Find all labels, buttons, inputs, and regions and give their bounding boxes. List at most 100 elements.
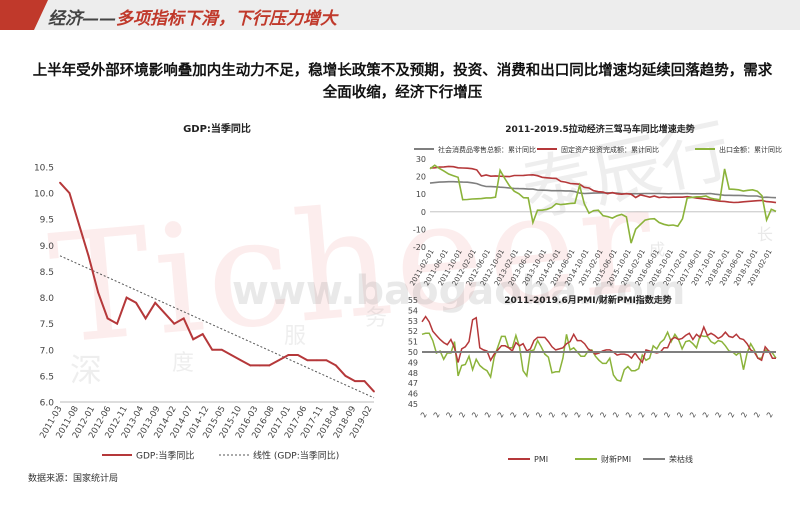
gdp-y-tick-label: 9.5 xyxy=(40,216,54,226)
gdp-data-point xyxy=(59,181,61,184)
header-separator: —— xyxy=(82,9,116,29)
gdp-data-point xyxy=(277,359,280,362)
pmi-x-tick-label: 2 xyxy=(598,410,608,419)
gdp-data-point xyxy=(125,296,128,299)
watermark-char-3: 服 xyxy=(284,324,307,349)
pmi-x-tick-label: 2 xyxy=(688,410,698,419)
pmi-x-tick-label: 2 xyxy=(739,410,749,419)
pmi-legend-label: 财新PMI xyxy=(601,454,631,464)
gdp-data-point xyxy=(239,359,242,362)
pmi-x-tick-label: 2 xyxy=(573,410,583,419)
pmi-x-tick-label: 2 xyxy=(432,410,442,419)
gdp-data-point xyxy=(116,322,118,325)
gdp-data-point xyxy=(192,338,195,341)
gdp-legend-label: GDP:当季同比 xyxy=(136,450,194,462)
gdp-data-point xyxy=(87,254,90,257)
drivers-legend-label: 社会消费品零售总额：累计同比 xyxy=(438,145,536,154)
gdp-trend-legend-label: 线性 (GDP:当季同比) xyxy=(253,450,339,462)
pmi-x-tick-label: 2 xyxy=(765,410,775,419)
pmi-y-tick-label: 52 xyxy=(408,327,418,336)
pmi-x-tick-label: 2 xyxy=(419,410,429,419)
pmi-y-tick-label: 48 xyxy=(408,369,418,378)
gdp-data-point xyxy=(306,359,309,362)
caixin-pmi-series-line xyxy=(421,330,777,383)
gdp-y-tick-label: 6.0 xyxy=(40,399,55,409)
watermark-site: www.baogaoba.com xyxy=(232,268,686,314)
drivers-y-tick-label: 10 xyxy=(416,190,426,199)
drivers-y-tick-label: -20 xyxy=(413,243,426,252)
gdp-data-point xyxy=(220,348,223,351)
pmi-x-tick-label: 2 xyxy=(547,410,557,419)
pmi-x-tick-label: 2 xyxy=(508,410,518,419)
drivers-series-line-3 xyxy=(429,164,777,244)
gdp-series-line xyxy=(59,182,375,393)
pmi-x-tick-label: 2 xyxy=(649,410,659,419)
gdp-chart-title: GDP:当季同比 xyxy=(183,122,251,135)
gdp-data-point xyxy=(173,322,176,325)
data-source-note: 数据来源：国家统计局 xyxy=(28,474,119,484)
pmi-x-tick-label: 2 xyxy=(752,410,762,419)
watermark-char-6: 长 xyxy=(757,225,774,244)
gdp-data-point xyxy=(335,364,337,367)
pmi-x-tick-label: 2 xyxy=(675,410,685,419)
watermark-char-2: 度 xyxy=(172,351,195,376)
drivers-legend-label: 固定资产投资完成额：累计同比 xyxy=(561,145,659,154)
drivers-legend-label: 出口金额：累计同比 xyxy=(719,145,782,154)
headline: 上半年受外部环境影响叠加内生动力不足，稳增长政策不及预期，投资、消费和出口同比增… xyxy=(32,63,773,101)
gdp-data-point xyxy=(325,359,328,362)
header-title: 经济——多项指标下滑，下行压力增大 xyxy=(48,4,337,29)
gdp-y-tick-label: 10.5 xyxy=(34,164,54,174)
drivers-y-tick-label: 0 xyxy=(421,208,426,217)
gdp-data-point xyxy=(230,354,233,356)
drivers-series-line-2 xyxy=(429,165,777,204)
watermark-char-4: 务 xyxy=(365,306,388,331)
pmi-x-tick-label: 2 xyxy=(560,410,570,419)
gdp-data-point xyxy=(363,380,366,383)
gdp-y-tick-label: 7.5 xyxy=(40,320,54,330)
gdp-y-tick-label: 8.5 xyxy=(40,268,54,278)
gdp-data-point xyxy=(249,364,252,367)
header-bar-background xyxy=(0,0,800,30)
gdp-data-point xyxy=(201,333,204,336)
pmi-y-tick-label: 51 xyxy=(408,338,418,347)
pmi-x-tick-label: 2 xyxy=(611,410,621,419)
watermark-char-5: 成 xyxy=(649,240,666,259)
gdp-y-tick-label: 9.0 xyxy=(40,242,55,252)
header-section: 经济 xyxy=(48,9,82,29)
pmi-legend-label: 荣枯线 xyxy=(669,454,693,464)
gdp-data-point xyxy=(154,301,157,304)
gdp-data-point xyxy=(344,374,347,377)
gdp-data-point xyxy=(106,317,109,320)
pmi-y-tick-label: 53 xyxy=(408,317,418,326)
pmi-y-tick-label: 55 xyxy=(408,296,418,305)
pmi-x-tick-label: 2 xyxy=(701,410,711,419)
pmi-x-tick-label: 2 xyxy=(534,410,544,419)
gdp-data-point xyxy=(316,359,318,362)
pmi-y-tick-label: 47 xyxy=(408,379,418,388)
gdp-data-point xyxy=(78,223,80,226)
gdp-y-tick-label: 10.0 xyxy=(34,190,54,200)
gdp-data-point xyxy=(97,291,99,294)
header-accent xyxy=(0,0,34,30)
watermark-char-1: 深 xyxy=(70,351,103,389)
gdp-data-point xyxy=(296,354,299,356)
pmi-series-line xyxy=(421,315,776,364)
pmi-x-tick-label: 2 xyxy=(444,410,454,419)
gdp-chart: GDP:当季同比 6.0 6.5 7.0 7.5 8.0 8.5 9.0 9.5 10.0 10.5… xyxy=(34,122,375,462)
gdp-y-tick-label: 8.0 xyxy=(40,294,55,304)
pmi-y-tick-label: 54 xyxy=(408,306,418,315)
gdp-y-tick-label: 6.5 xyxy=(40,372,54,382)
drivers-chart-title: 2011-2019.5拉动经济三驾马车同比增速走势 xyxy=(505,123,695,135)
gdp-data-point xyxy=(163,312,166,315)
gdp-data-point xyxy=(182,317,185,320)
gdp-data-point xyxy=(211,348,214,351)
pmi-legend-label: PMI xyxy=(534,455,548,464)
pmi-x-tick-label: 2 xyxy=(713,410,723,419)
gdp-data-point xyxy=(144,317,147,320)
gdp-trend-line xyxy=(59,255,375,399)
gdp-data-point xyxy=(354,380,356,383)
pmi-y-tick-label: 50 xyxy=(408,348,418,357)
drivers-y-tick-label: 20 xyxy=(416,173,426,182)
